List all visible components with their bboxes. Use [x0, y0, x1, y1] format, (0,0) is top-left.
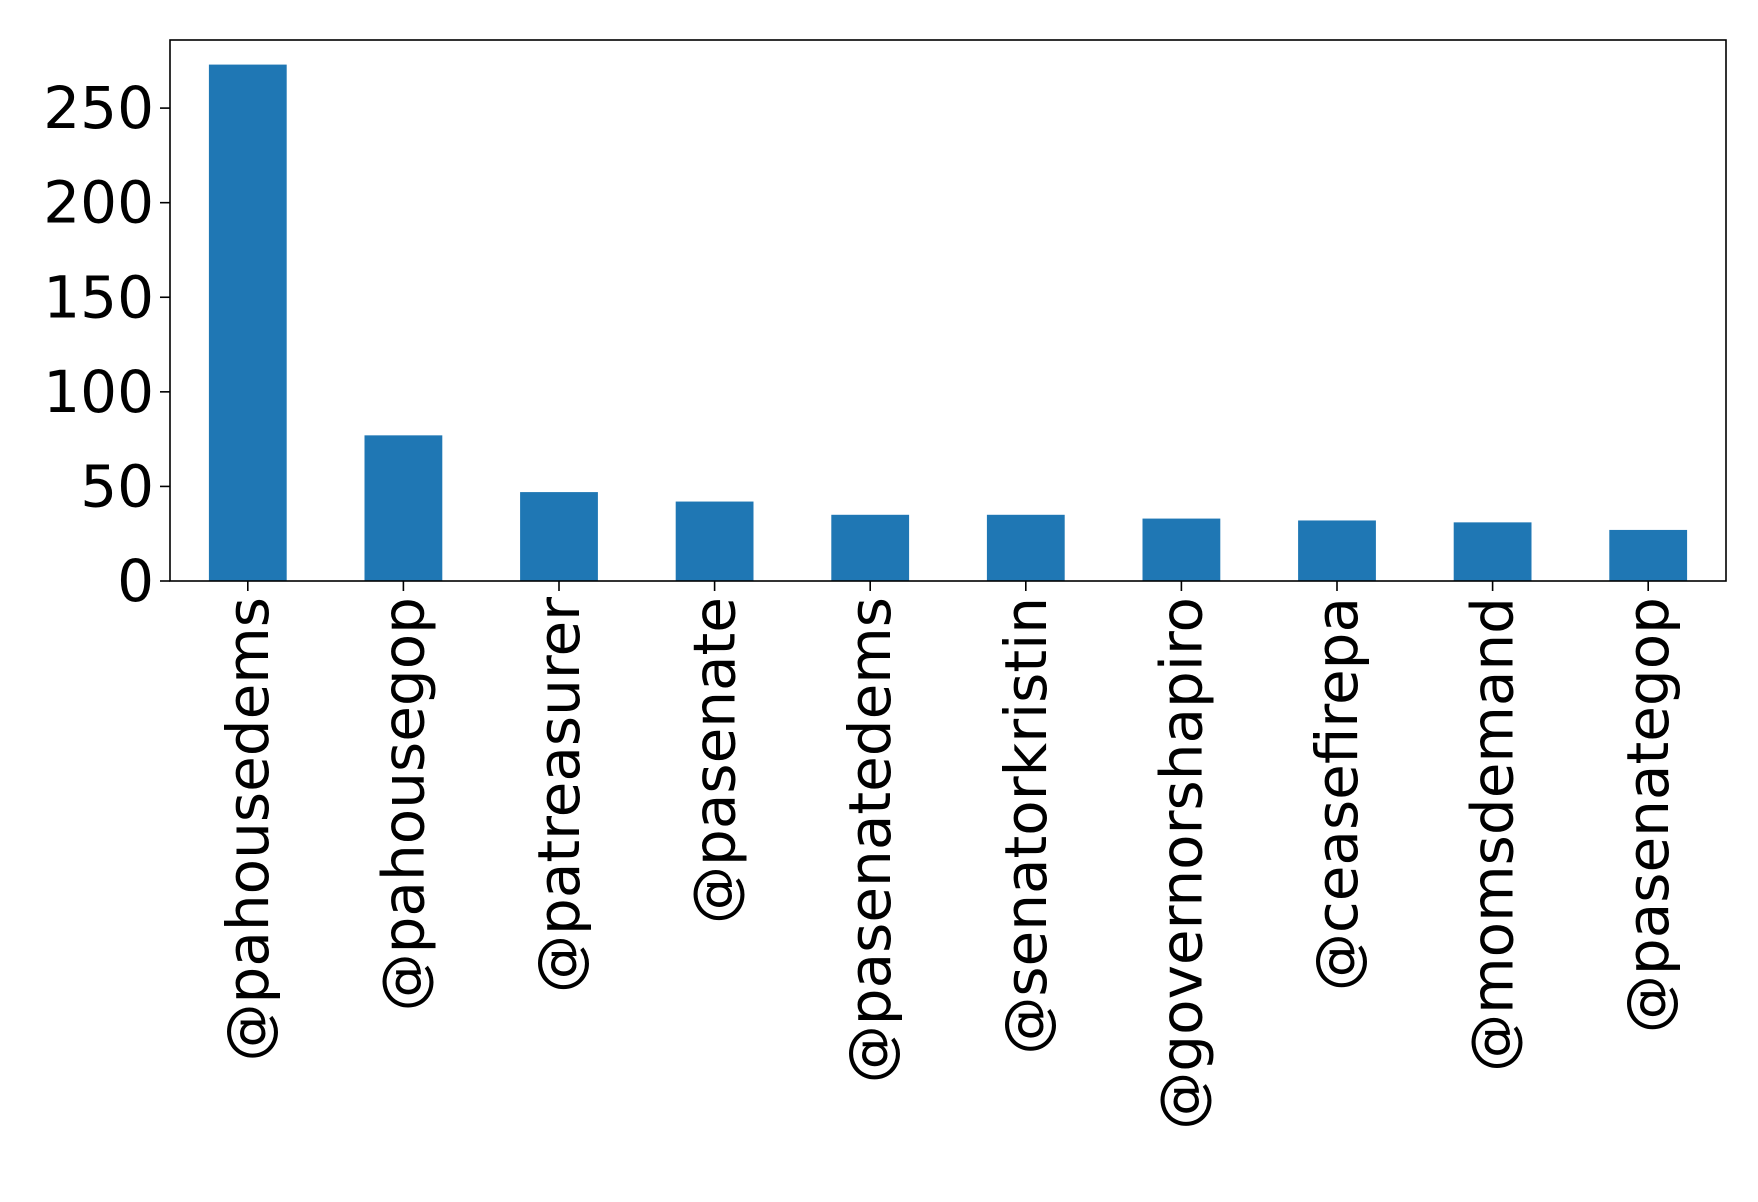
x-tick-label: @ceasefirepa: [1303, 597, 1371, 991]
x-axis: @pahousedems @pahousegop @patreasurer @pase…: [214, 581, 1682, 1130]
y-tick-label: 100: [43, 358, 154, 426]
bar-momsdemand: [1453, 522, 1532, 581]
bar-ceasefirepa: [1298, 520, 1376, 581]
x-tick-label: @pahousedems: [214, 597, 282, 1061]
bar-governorshapiro: [1142, 518, 1221, 581]
bar-pasenate: [675, 501, 754, 581]
y-tick-label: 50: [80, 452, 154, 520]
x-tick-label: @senatorkristin: [992, 597, 1060, 1055]
y-tick-label: 200: [43, 169, 154, 237]
x-tick-label: @pasenatedems: [836, 597, 904, 1083]
y-tick-label: 0: [117, 547, 154, 615]
bar-senatorkristin: [986, 514, 1065, 581]
y-tick-label: 250: [43, 74, 154, 142]
bar-pasenategop: [1609, 529, 1688, 581]
x-tick-label: @patreasurer: [525, 597, 593, 993]
x-tick-label: @pahousegop: [369, 597, 437, 1011]
x-tick-label: @pasenategop: [1614, 597, 1682, 1033]
bar-pasenatedems: [831, 514, 910, 581]
bars-group: [208, 64, 1688, 581]
plot-frame: [169, 39, 1727, 582]
bar-pahousegop: [364, 435, 443, 581]
x-tick-label: @pasenate: [681, 597, 749, 924]
y-tick-label: 150: [43, 263, 154, 331]
bar-patreasurer: [520, 492, 598, 581]
bar-pahousedems: [208, 64, 287, 581]
x-tick-label: @momsdemand: [1459, 597, 1527, 1072]
x-tick-label: @governorshapiro: [1147, 597, 1215, 1130]
y-axis: 0 50 100 150 200 250: [43, 74, 170, 615]
